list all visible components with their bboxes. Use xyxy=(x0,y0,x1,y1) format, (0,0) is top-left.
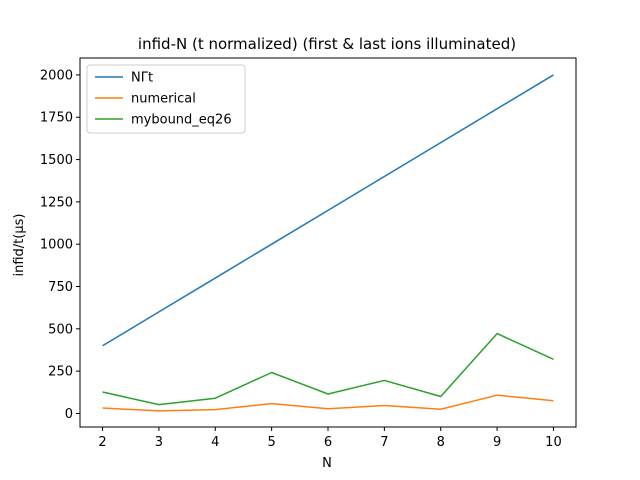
x-tick-label: 7 xyxy=(380,435,388,450)
x-tick-label: 5 xyxy=(267,435,275,450)
y-axis-label: infid/t(μs) xyxy=(12,214,27,277)
series-line-1 xyxy=(102,394,554,412)
y-tick-label: 1000 xyxy=(40,238,73,253)
y-tick-label: 1250 xyxy=(40,195,73,210)
x-tick-label: 6 xyxy=(324,435,332,450)
y-tick-label: 500 xyxy=(48,322,73,337)
y-tick-label: 250 xyxy=(48,365,73,380)
y-tick-label: 1500 xyxy=(40,153,73,168)
chart-title: infid-N (t normalized) (first & last ion… xyxy=(138,35,516,53)
legend-entry-label: mybound_eq26 xyxy=(131,113,232,128)
x-tick-label: 2 xyxy=(98,435,106,450)
series-line-2 xyxy=(102,332,554,406)
x-tick-label: 9 xyxy=(493,435,501,450)
y-tick-label: 1750 xyxy=(40,111,73,126)
x-axis: 2 3 4 5 6 7 8 9 10 xyxy=(98,427,562,450)
y-tick-label: 2000 xyxy=(40,68,73,83)
y-axis: 0 250 500 750 1000 1250 1500 1750 2000 xyxy=(40,68,80,422)
x-axis-label: N xyxy=(322,456,332,471)
legend: NΓt numerical mybound_eq26 xyxy=(86,64,246,134)
legend-box xyxy=(86,64,246,134)
legend-entry-label: NΓt xyxy=(131,71,153,86)
x-tick-label: 10 xyxy=(545,435,562,450)
y-tick-label: 0 xyxy=(65,407,73,422)
x-tick-label: 4 xyxy=(211,435,219,450)
plot-area xyxy=(102,74,554,412)
x-tick-label: 3 xyxy=(155,435,163,450)
series-line-0 xyxy=(102,74,554,347)
y-tick-label: 750 xyxy=(48,280,73,295)
x-tick-label: 8 xyxy=(437,435,445,450)
legend-entry-label: numerical xyxy=(131,92,196,107)
